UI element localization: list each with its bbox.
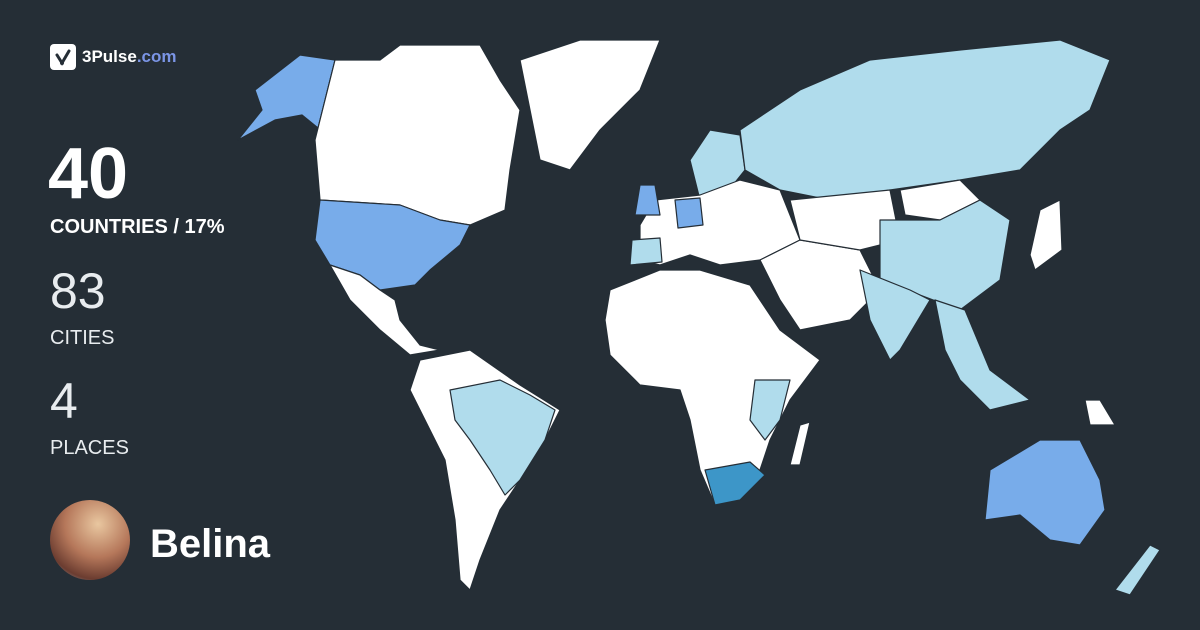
map-png[interactable]: [1084, 399, 1116, 426]
map-canada[interactable]: [314, 44, 521, 226]
map-middle-east[interactable]: [759, 239, 881, 331]
brand-name: 3Pulse.com: [82, 47, 177, 66]
places-count: 4: [50, 373, 78, 429]
map-alaska[interactable]: [237, 54, 336, 141]
map-south-africa[interactable]: [704, 461, 766, 506]
map-brazil[interactable]: [449, 379, 556, 496]
map-usa[interactable]: [314, 199, 471, 291]
places-label: PLACES: [50, 437, 129, 459]
map-new-zealand[interactable]: [1114, 544, 1161, 596]
cities-label: CITIES: [50, 327, 115, 349]
map-uk[interactable]: [634, 184, 661, 216]
map-greenland[interactable]: [519, 39, 661, 171]
countries-count: 40: [48, 134, 129, 214]
countries-label: COUNTRIES / 17%: [50, 216, 225, 238]
brand-logo[interactable]: 3Pulse.com: [50, 44, 177, 70]
map-mexico[interactable]: [329, 264, 441, 356]
map-se-asia[interactable]: [934, 299, 1031, 411]
user-name: Belina: [150, 522, 271, 566]
map-japan[interactable]: [1029, 199, 1063, 271]
map-india[interactable]: [859, 269, 931, 361]
map-iberia[interactable]: [629, 237, 663, 266]
map-russia[interactable]: [739, 39, 1111, 201]
map-madagascar[interactable]: [789, 421, 811, 466]
checkmark-node-icon: [50, 44, 76, 70]
avatar: [50, 500, 130, 580]
map-australia[interactable]: [984, 439, 1106, 546]
map-germany[interactable]: [674, 197, 704, 229]
cities-count: 83: [50, 263, 106, 319]
map-east-africa[interactable]: [749, 379, 791, 441]
